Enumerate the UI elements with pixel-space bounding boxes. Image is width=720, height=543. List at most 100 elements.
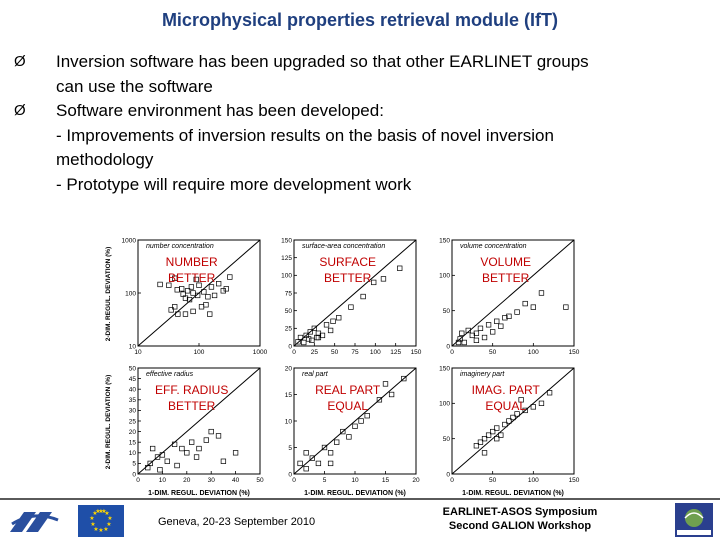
data-point — [473, 330, 480, 336]
data-point — [198, 304, 205, 310]
data-point — [510, 414, 516, 421]
data-point — [184, 288, 191, 294]
data-point — [348, 304, 354, 310]
data-point — [538, 290, 545, 296]
y-tick-label: 15 — [129, 440, 137, 447]
x-tick-label: 50 — [256, 477, 264, 484]
data-point — [522, 407, 528, 414]
data-point — [220, 458, 227, 464]
one-to-one-line — [451, 367, 575, 475]
plot-annotation: IMAG. PART — [472, 383, 541, 397]
data-point — [364, 413, 370, 419]
y-tick-label: 20 — [285, 365, 293, 372]
data-point — [494, 318, 500, 324]
y-tick-label: 50 — [443, 436, 451, 443]
eu-flag-logo: ★ ★ ★ ★ ★ ★ ★ ★ ★ ★ ★ ★ — [78, 505, 124, 542]
data-point — [546, 390, 553, 396]
data-point — [336, 315, 342, 321]
data-point — [473, 443, 480, 449]
data-point — [297, 460, 303, 467]
plot-title: effective radius — [146, 371, 194, 378]
plot-annotation: BETTER — [168, 399, 216, 413]
svg-text:★: ★ — [98, 527, 103, 534]
data-point — [530, 404, 536, 410]
data-point — [203, 437, 209, 443]
data-point — [481, 334, 488, 341]
data-point — [157, 281, 163, 288]
svg-text:★: ★ — [106, 521, 111, 528]
data-point — [149, 445, 156, 452]
bullet-continuation: - Improvements of inversion results on t… — [14, 124, 714, 149]
data-point — [193, 276, 199, 283]
data-point — [194, 292, 201, 299]
data-point — [196, 445, 202, 452]
data-point — [371, 279, 377, 286]
plot-annotation: BETTER — [324, 271, 372, 285]
plot-title: surface-area concentration — [302, 243, 385, 250]
x-tick-label: 50 — [489, 349, 497, 356]
data-point — [215, 433, 222, 439]
x-tick-label: 0 — [450, 477, 454, 484]
data-point — [397, 265, 403, 271]
bullet-text: - Improvements of inversion results on t… — [56, 125, 554, 145]
data-point — [184, 450, 190, 456]
y-tick-label: 0 — [288, 343, 292, 350]
data-point — [360, 293, 366, 300]
arrow-bullet-icon: Ø — [14, 102, 26, 119]
data-point — [473, 337, 480, 343]
footer-event-text: Geneva, 20-23 September 2010 — [158, 516, 316, 528]
svg-text:★: ★ — [90, 521, 95, 528]
bullet-text: can use the software — [56, 76, 213, 96]
svg-text:★: ★ — [93, 526, 98, 533]
svg-text:★: ★ — [89, 515, 94, 522]
data-point — [401, 375, 407, 382]
y-tick-label: 100 — [439, 273, 450, 280]
plot-title: volume concentration — [460, 243, 527, 250]
data-point — [323, 322, 330, 328]
data-point — [514, 309, 520, 315]
data-point — [327, 327, 334, 334]
data-point — [530, 304, 536, 310]
data-point — [498, 432, 504, 438]
y-tick-label: 50 — [285, 308, 293, 315]
plot-annotation: REAL PART — [315, 383, 381, 397]
svg-text:★: ★ — [92, 510, 97, 517]
data-point — [232, 450, 239, 456]
x-axis-label: 1-DIM. REGUL. DEVIATION (%) — [304, 490, 406, 497]
svg-text:★: ★ — [103, 526, 108, 533]
x-tick-label: 10 — [134, 349, 142, 356]
data-point — [461, 339, 467, 346]
data-point — [380, 276, 387, 282]
footer-symposium: EARLINET-ASOS Symposium Second GALION Wo… — [410, 505, 630, 533]
x-tick-label: 0 — [292, 349, 296, 356]
data-point — [455, 339, 462, 346]
y-tick-label: 100 — [439, 401, 450, 408]
x-tick-label: 100 — [528, 349, 539, 356]
y-tick-label: 75 — [285, 290, 293, 297]
data-point — [502, 315, 508, 321]
plot-annotation: EQUAL — [327, 399, 368, 413]
data-point — [207, 311, 213, 317]
data-point — [175, 311, 181, 317]
data-point — [182, 311, 189, 317]
y-axis-label-bottom: 2-DIM. REGUL. DEVIATION (%) — [105, 375, 112, 470]
bullet-list: Ø Inversion software has been upgraded s… — [14, 50, 714, 197]
plot-annotation: EQUAL — [485, 399, 526, 413]
data-point — [506, 418, 512, 424]
data-point — [485, 432, 492, 438]
data-point — [321, 444, 328, 451]
bullet-continuation: - Prototype will require more developmen… — [14, 173, 714, 198]
bullet-continuation: can use the software — [14, 75, 714, 100]
bullet-text: Software environment has been developed: — [56, 101, 384, 120]
x-tick-label: 0 — [450, 349, 454, 356]
y-tick-label: 50 — [443, 308, 451, 315]
data-point — [305, 336, 312, 342]
data-point — [514, 411, 520, 417]
data-point — [201, 289, 207, 295]
x-tick-label: 5 — [323, 477, 327, 484]
data-point — [208, 284, 215, 290]
y-tick-label: 25 — [285, 326, 293, 333]
plot-annotation: SURFACE — [319, 255, 376, 269]
data-point — [327, 460, 334, 467]
